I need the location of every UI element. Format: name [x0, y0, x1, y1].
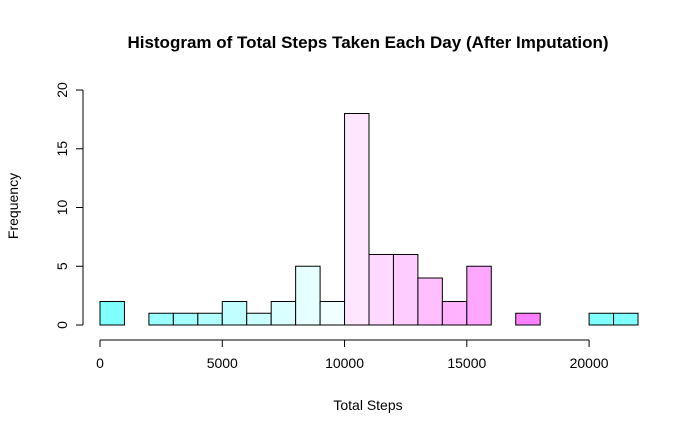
histogram-bar-0-1000 — [99, 301, 125, 326]
histogram-bar-2000-3000 — [148, 312, 174, 326]
histogram-bar-6000-7000 — [246, 312, 272, 326]
x-axis: 0 5000 10000 15000 20000 — [96, 339, 609, 371]
histogram-bar-11000-12000 — [368, 254, 394, 326]
histogram-bar-3000-4000 — [172, 312, 199, 326]
y-axis: 0 5 10 15 20 — [54, 82, 84, 329]
histogram-bar-8000-9000 — [295, 265, 321, 326]
histogram-bar-14000-15000 — [441, 301, 468, 326]
y-tick-label: 20 — [54, 82, 70, 98]
x-tick-label: 10000 — [325, 355, 364, 371]
histogram-bar-13000-14000 — [417, 277, 443, 326]
y-tick-label: 5 — [54, 262, 70, 270]
y-axis-label: Frequency — [5, 173, 21, 239]
histogram-bar-20000-21000 — [588, 312, 615, 326]
x-tick-label: 0 — [96, 355, 104, 371]
y-tick-label: 0 — [54, 321, 70, 329]
chart-title: Histogram of Total Steps Taken Each Day … — [127, 33, 608, 52]
histogram-bar-12000-13000 — [392, 254, 419, 326]
histogram-bar-9000-10000 — [319, 301, 346, 326]
y-tick-label: 10 — [54, 200, 70, 216]
histogram-bar-7000-8000 — [270, 301, 297, 326]
histogram-bar-17000-18000 — [515, 312, 541, 326]
x-axis-label: Total Steps — [333, 397, 402, 413]
histogram-bar-10000-11000 — [344, 113, 370, 326]
x-tick-label: 20000 — [570, 355, 609, 371]
histogram-bar-5000-6000 — [221, 301, 248, 326]
histogram-bars — [99, 113, 639, 326]
histogram-bar-4000-5000 — [197, 312, 223, 326]
y-tick-label: 15 — [54, 141, 70, 157]
x-tick-label: 5000 — [207, 355, 238, 371]
histogram-bar-15000-16000 — [466, 265, 492, 326]
x-tick-label: 15000 — [447, 355, 486, 371]
histogram-bar-21000-22000 — [613, 312, 639, 326]
